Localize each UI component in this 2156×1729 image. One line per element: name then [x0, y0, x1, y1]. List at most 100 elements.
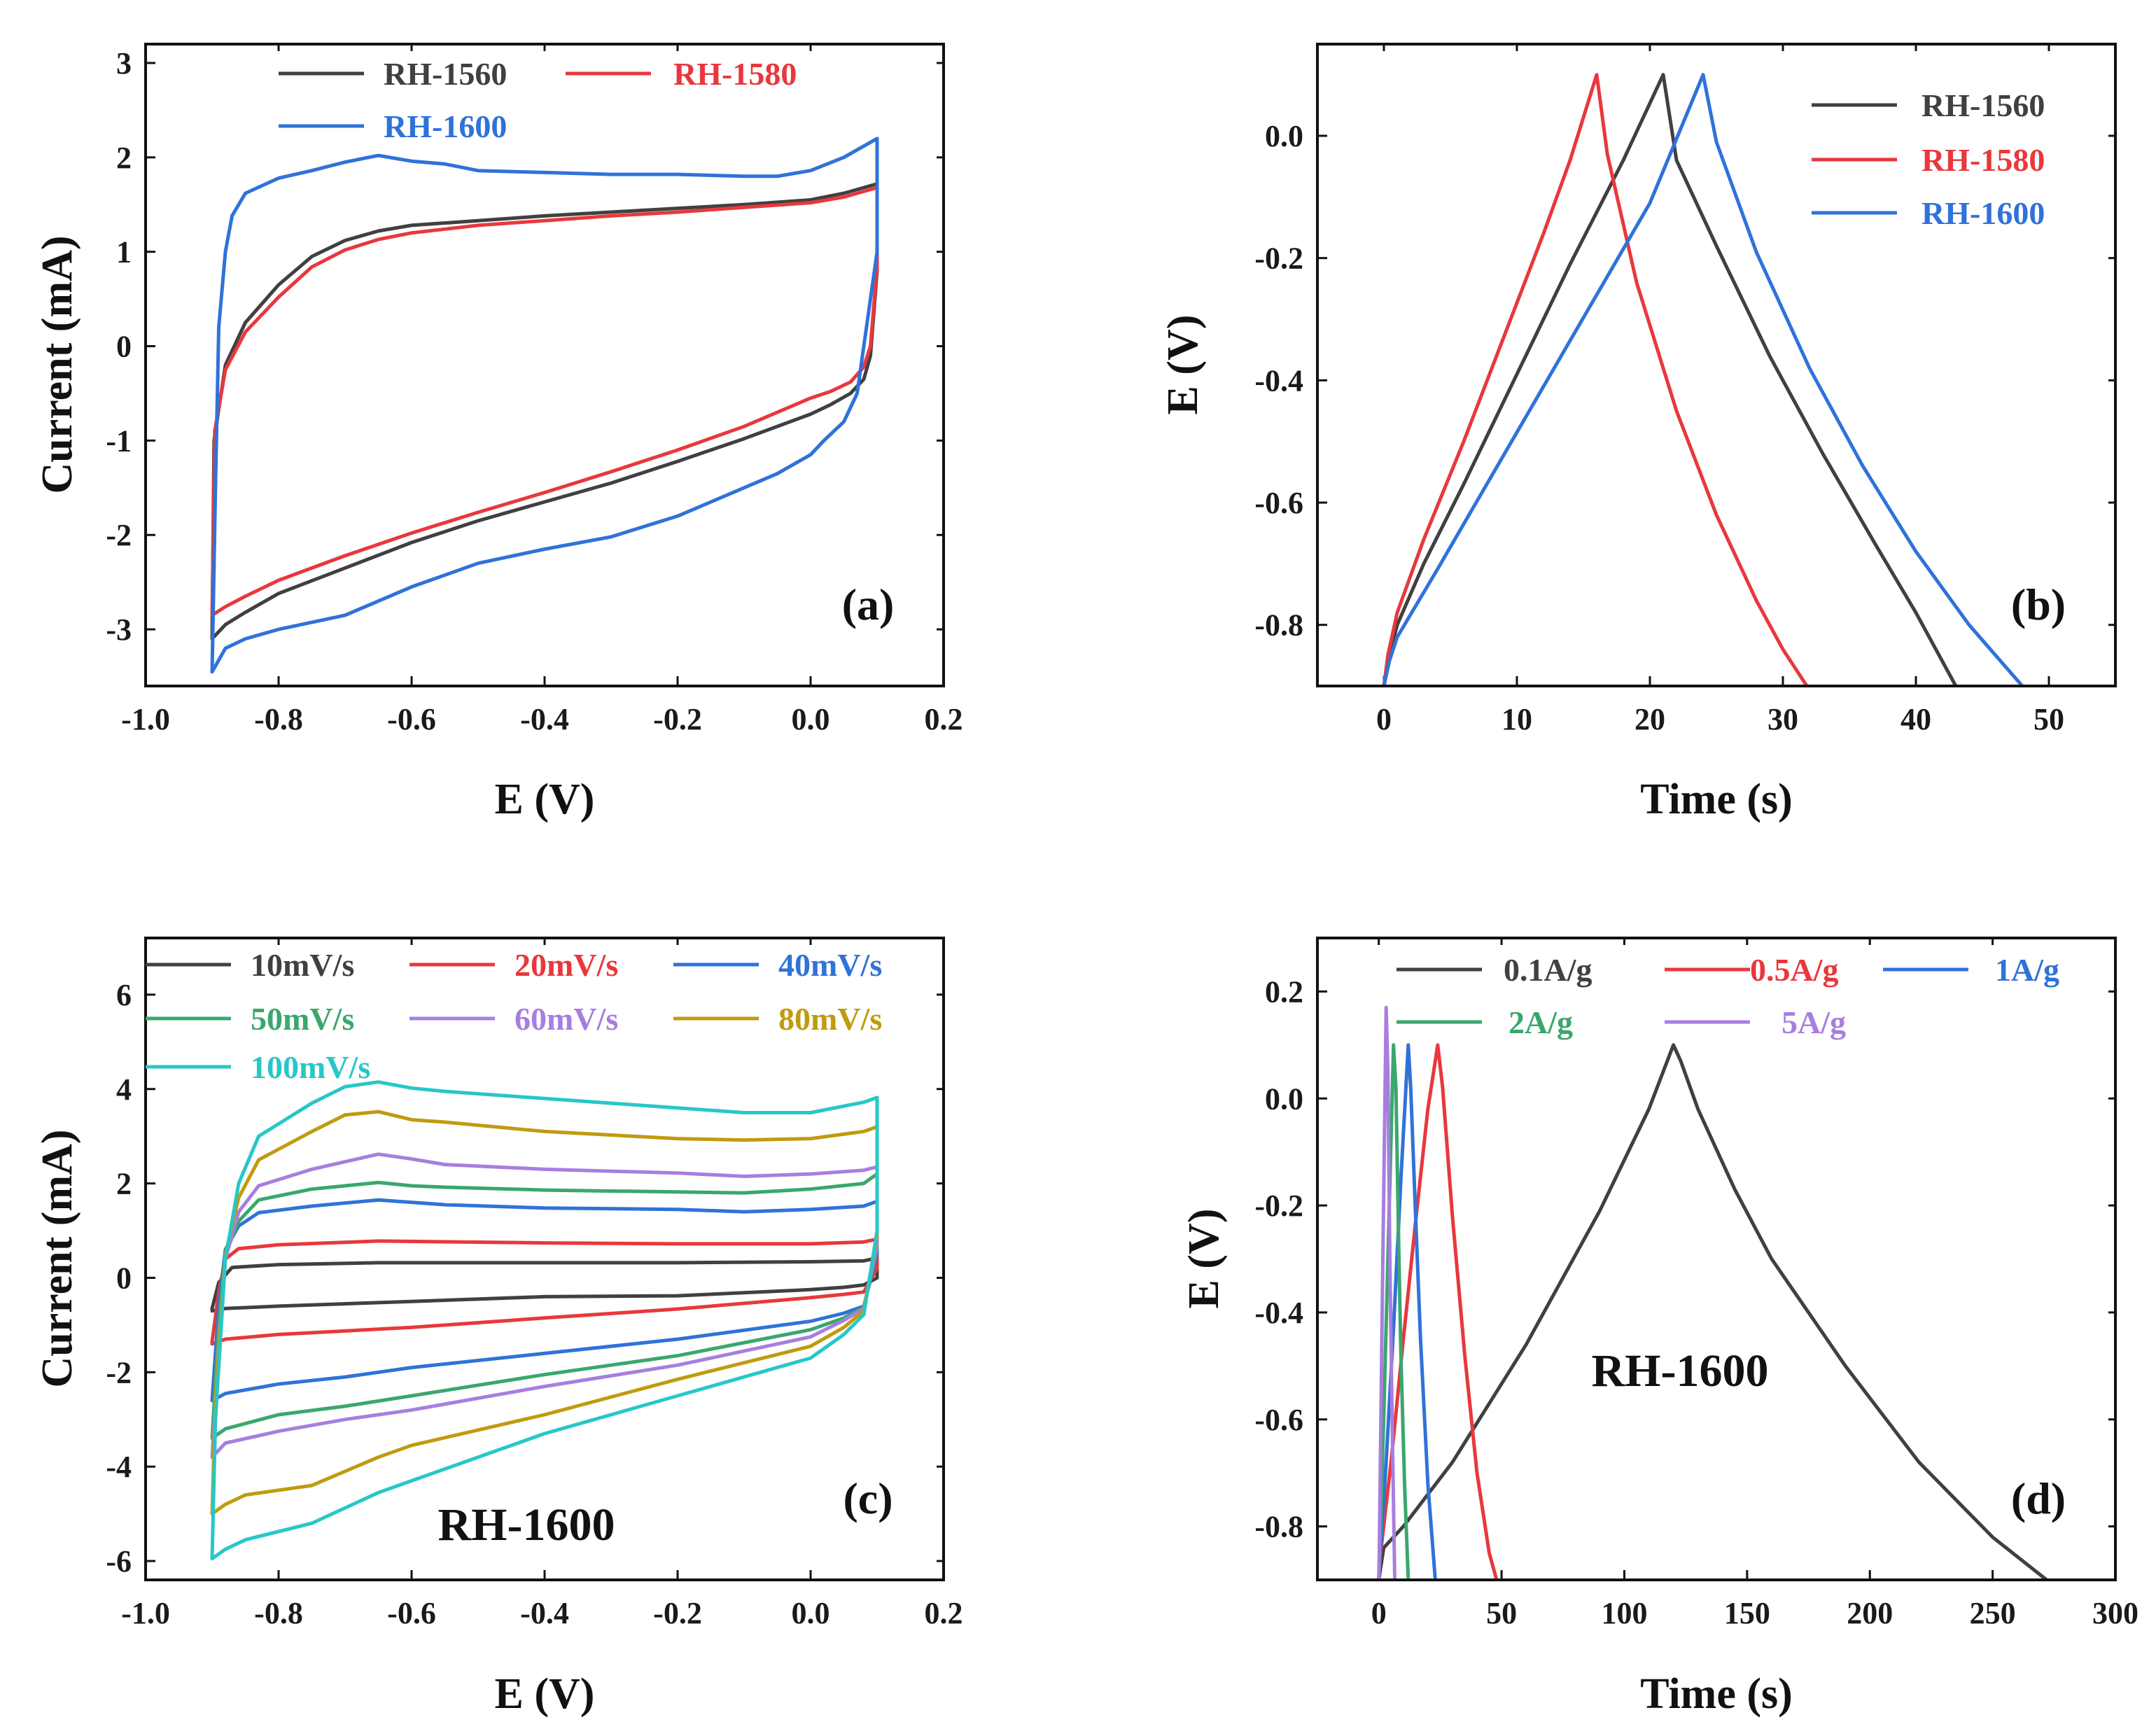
panel-c-xtick-label-5: 0.0 [792, 1596, 830, 1630]
panel-a-series-layer [210, 136, 879, 674]
panel-a-xtick-label-4: -0.2 [653, 702, 702, 736]
panel-d-xtick-label-6: 300 [2092, 1596, 2138, 1630]
panel-a-ytick-label-3: 0 [116, 330, 132, 364]
panel-c-label: (c) [843, 1474, 892, 1523]
panel-d-xtick-label-1: 50 [1486, 1596, 1517, 1630]
panel-a-xtick-label-0: -1.0 [121, 702, 170, 736]
panel-a-xtick-label-3: -0.4 [520, 702, 569, 736]
panel-d-ytick-label-2: -0.2 [1254, 1189, 1303, 1223]
panel-c-ytick-label-4: 2 [116, 1167, 132, 1201]
legend-b-label-2: RH-1600 [1921, 195, 2045, 231]
legend-b-label-1: RH-1580 [1921, 142, 2045, 178]
panel-b-xtick-label-2: 20 [1634, 702, 1665, 736]
legend-c-label-6: 100mV/s [251, 1049, 370, 1085]
panel-d-series-layer [1377, 1005, 2049, 1580]
panel-b-gcd-comparison: 0 10 20 30 40 500.0-0.2-0.4-0.6-0.8 Time (s) … [1159, 43, 2117, 823]
panel-c-xtick-label-4: -0.2 [653, 1596, 702, 1630]
panel-b-ylabel: E (V) [1159, 315, 1207, 415]
panel-b-ytick-label-2: -0.4 [1254, 363, 1303, 398]
legend-d-label-4: 5A/g [1782, 1004, 1846, 1040]
panel-a-ytick-label-4: 1 [116, 235, 132, 270]
panel-d-series-1a-g [1377, 1043, 1437, 1580]
legend-a-label-1: RH-1580 [673, 56, 797, 92]
panel-c-xlabel: E (V) [495, 1670, 595, 1718]
panel-c-cv-scan-rates: -1.0 -0.8 -0.6 -0.4 -0.2 0.0 0.2 -6 -4 -2 0 2 4 6 E (… [34, 937, 963, 1718]
panel-c-xtick-label-2: -0.6 [387, 1596, 436, 1630]
panel-a-xtick-label-2: -0.6 [387, 702, 436, 736]
panel-a-legend: RH-1560 RH-1580 RH-1600 [279, 56, 797, 144]
panel-d-axes: 0 50 100 150 200 250 300 0.2 0.0 -0.2 -0.4 -0.6 -0.8 [1254, 938, 2138, 1630]
panel-d-ytick-label-4: -0.6 [1254, 1403, 1303, 1437]
legend-a-label-0: RH-1560 [384, 56, 507, 92]
panel-c-ytick-label-3: 0 [116, 1261, 132, 1295]
legend-c-label-4: 60mV/s [514, 1001, 618, 1037]
panel-c-frame [144, 937, 945, 1581]
panel-d-xtick-label-2: 100 [1601, 1596, 1647, 1630]
panel-c-ytick-label-5: 4 [116, 1072, 132, 1107]
panel-a-series-rh-1600 [210, 136, 879, 674]
panel-b-ytick-label-4: -0.8 [1254, 608, 1303, 643]
panel-d-series-0-5a-g [1377, 1043, 1499, 1580]
legend-d-label-1: 0.5A/g [1750, 952, 1839, 988]
panel-c-ytick-label-0: -6 [106, 1544, 132, 1578]
panel-d-legend: 0.1A/g 0.5A/g 1A/g 2A/g 5A/g [1396, 952, 2059, 1040]
panel-c-ylabel: Current (mA) [34, 1129, 81, 1387]
panel-b-ytick-label-0: 0.0 [1265, 119, 1303, 153]
panel-d-ytick-label-5: -0.8 [1254, 1510, 1303, 1544]
panel-a-frame [144, 43, 945, 687]
panel-c-axes: -1.0 -0.8 -0.6 -0.4 -0.2 0.0 0.2 -6 -4 -2 0 2 4 6 [106, 938, 963, 1630]
panel-b-legend: RH-1560 RH-1580 RH-1600 [1812, 88, 2045, 231]
panel-a-xtick-label-5: 0.0 [792, 702, 830, 736]
panel-c-series-100mv-s [210, 1080, 879, 1561]
panel-d-ylabel: E (V) [1180, 1209, 1228, 1309]
panel-d-xtick-label-4: 200 [1847, 1596, 1893, 1630]
panel-a-label: (a) [842, 580, 895, 629]
panel-d-label: (d) [2011, 1474, 2066, 1523]
panel-b-xtick-label-1: 10 [1502, 702, 1532, 736]
panel-a-cv-comparison: -1.0 -0.8 -0.6 -0.4 -0.2 0.0 0.2 -3 -2 -1 0 1 2 3 E (… [34, 43, 963, 823]
panel-c-xtick-label-6: 0.2 [925, 1596, 963, 1630]
panel-c-xtick-label-1: -0.8 [254, 1596, 303, 1630]
legend-a-label-2: RH-1600 [384, 108, 507, 144]
panel-a-axes: -1.0 -0.8 -0.6 -0.4 -0.2 0.0 0.2 -3 -2 -1 0 1 2 3 [106, 44, 963, 736]
panel-a-ylabel: Current (mA) [34, 235, 81, 493]
panel-c-xtick-label-0: -1.0 [121, 1596, 170, 1630]
panel-b-frame [1316, 43, 2117, 687]
panel-c-series-layer [210, 1080, 879, 1561]
panel-b-xtick-label-5: 50 [2033, 702, 2064, 736]
panel-d-xtick-label-5: 250 [1970, 1596, 2016, 1630]
panel-a-ytick-label-2: -1 [106, 424, 132, 458]
legend-c-label-1: 20mV/s [514, 947, 618, 983]
panel-a-xlabel: E (V) [495, 776, 595, 823]
panel-d-annotation: RH-1600 [1592, 1345, 1769, 1396]
panel-c-legend: 10mV/s 20mV/s 40mV/s 50mV/s 60mV/s 80mV/… [146, 947, 882, 1085]
legend-d-label-2: 1A/g [1995, 952, 2059, 988]
panel-d-gcd-current-densities: 0 50 100 150 200 250 300 0.2 0.0 -0.2 -0.4 -0.6 -0.8… [1180, 937, 2138, 1718]
panel-d-frame [1316, 937, 2117, 1581]
panel-b-series-rh-1600 [1382, 73, 2024, 686]
legend-d-label-3: 2A/g [1508, 1004, 1573, 1040]
panel-a-xtick-label-1: -0.8 [254, 702, 303, 736]
panel-c-annotation: RH-1600 [438, 1499, 615, 1550]
panel-a-ytick-label-5: 2 [116, 141, 132, 175]
legend-c-label-0: 10mV/s [251, 947, 354, 983]
panel-c-series-80mv-s [210, 1110, 879, 1516]
legend-b-label-0: RH-1560 [1921, 88, 2045, 123]
panel-c-series-50mv-s [210, 1172, 879, 1441]
panel-b-series-rh-1580 [1382, 73, 1809, 686]
panel-b-series-rh-1560 [1382, 73, 1958, 686]
panel-c-ytick-label-6: 6 [116, 978, 132, 1012]
panel-c-xtick-label-3: -0.4 [520, 1596, 569, 1630]
panel-d-ytick-label-1: 0.0 [1265, 1082, 1303, 1116]
panel-b-series-layer [1382, 73, 2024, 686]
legend-c-label-3: 50mV/s [251, 1001, 354, 1037]
panel-c-ytick-label-1: -4 [106, 1450, 132, 1484]
panel-d-xlabel: Time (s) [1640, 1670, 1793, 1718]
panel-c-series-40mv-s [210, 1198, 879, 1403]
panel-c-ytick-label-2: -2 [106, 1355, 132, 1390]
panel-a-ytick-label-6: 3 [116, 46, 132, 80]
panel-d-xtick-label-3: 150 [1724, 1596, 1770, 1630]
panel-b-ytick-label-1: -0.2 [1254, 241, 1303, 276]
